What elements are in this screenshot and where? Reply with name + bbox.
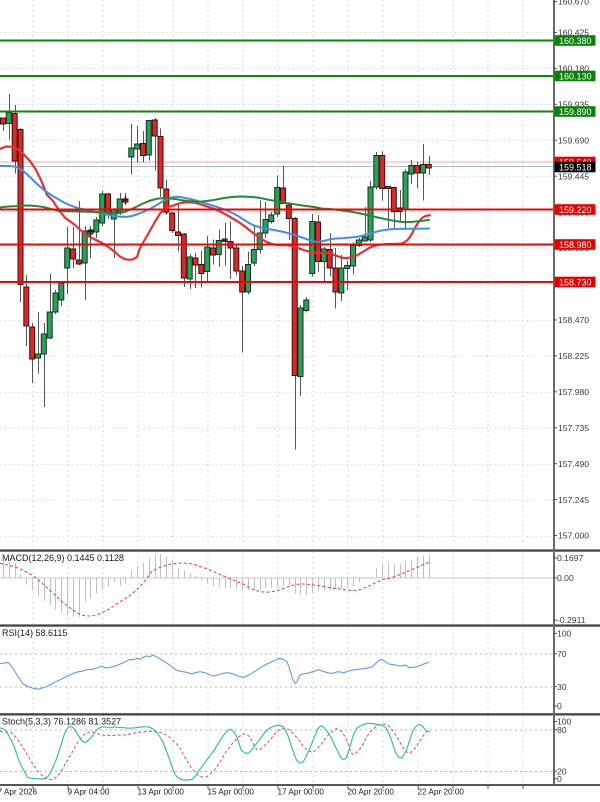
svg-text:158.730: 158.730 [559, 277, 592, 287]
svg-text:Stoch(5,3,3) 76.1286 81.3527: Stoch(5,3,3) 76.1286 81.3527 [2, 717, 121, 727]
svg-text:159.445: 159.445 [558, 171, 589, 181]
svg-text:160.425: 160.425 [558, 28, 589, 38]
svg-text:20 Apr 20:00: 20 Apr 20:00 [348, 788, 395, 797]
svg-text:157.490: 157.490 [558, 459, 589, 469]
svg-text:160.380: 160.380 [559, 36, 592, 46]
svg-text:157.735: 157.735 [558, 423, 589, 433]
svg-text:MACD(12,26,9) 0.1445 0.1128: MACD(12,26,9) 0.1445 0.1128 [2, 553, 124, 563]
svg-text:13 Apr 00:00: 13 Apr 00:00 [138, 788, 185, 797]
svg-text:0.00: 0.00 [557, 573, 574, 583]
svg-text:159.220: 159.220 [559, 205, 592, 215]
svg-text:158.470: 158.470 [558, 315, 589, 325]
svg-text:RSI(14) 58.6115: RSI(14) 58.6115 [2, 628, 67, 638]
svg-text:157.980: 157.980 [558, 387, 589, 397]
svg-text:22 Apr 20:00: 22 Apr 20:00 [418, 788, 465, 797]
svg-text:-0.2911: -0.2911 [557, 615, 586, 625]
svg-text:160.670: 160.670 [558, 0, 589, 7]
svg-text:158.980: 158.980 [559, 240, 592, 250]
svg-text:70: 70 [557, 649, 567, 659]
svg-text:159.890: 159.890 [559, 107, 592, 117]
svg-text:158.225: 158.225 [558, 351, 589, 361]
svg-text:17 Apr 00:00: 17 Apr 00:00 [278, 788, 325, 797]
svg-text:100: 100 [557, 629, 572, 639]
svg-text:15 Apr 00:00: 15 Apr 00:00 [208, 788, 255, 797]
svg-text:9 Apr 04:00: 9 Apr 04:00 [68, 788, 110, 797]
svg-text:157.000: 157.000 [558, 531, 589, 541]
svg-text:100: 100 [557, 717, 572, 727]
svg-text:159.690: 159.690 [558, 136, 589, 146]
svg-text:0.1697: 0.1697 [557, 553, 584, 563]
svg-text:160.130: 160.130 [559, 71, 592, 81]
svg-text:80: 80 [557, 725, 567, 735]
svg-text:7 Apr 2026: 7 Apr 2026 [0, 788, 38, 797]
svg-text:20: 20 [557, 766, 567, 776]
svg-text:159.935: 159.935 [558, 100, 589, 110]
svg-text:160.180: 160.180 [558, 64, 589, 74]
svg-text:30: 30 [557, 682, 567, 692]
svg-text:159.518: 159.518 [559, 162, 592, 172]
svg-text:157.245: 157.245 [558, 495, 589, 505]
svg-text:0: 0 [557, 701, 562, 711]
svg-text:0: 0 [557, 774, 562, 784]
